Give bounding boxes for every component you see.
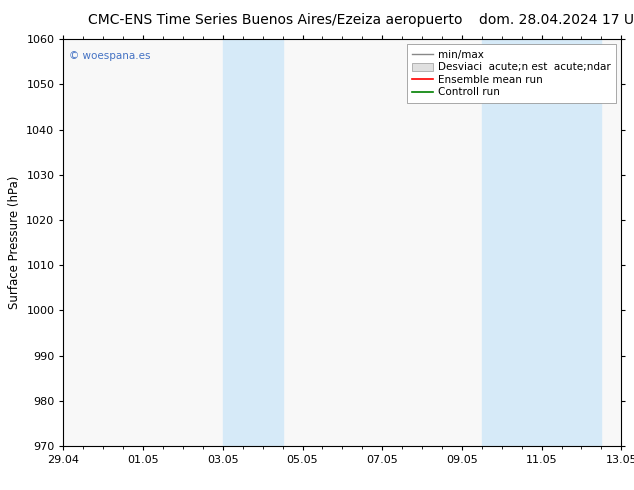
Bar: [482, 39, 602, 446]
Legend: min/max, Desviaci  acute;n est  acute;ndar, Ensemble mean run, Controll run: min/max, Desviaci acute;n est acute;ndar…: [407, 45, 616, 102]
Text: CMC-ENS Time Series Buenos Aires/Ezeiza aeropuerto: CMC-ENS Time Series Buenos Aires/Ezeiza …: [88, 13, 463, 27]
Text: dom. 28.04.2024 17 UTC: dom. 28.04.2024 17 UTC: [479, 13, 634, 27]
Bar: [223, 39, 283, 446]
Text: © woespana.es: © woespana.es: [69, 51, 150, 61]
Y-axis label: Surface Pressure (hPa): Surface Pressure (hPa): [8, 176, 21, 309]
